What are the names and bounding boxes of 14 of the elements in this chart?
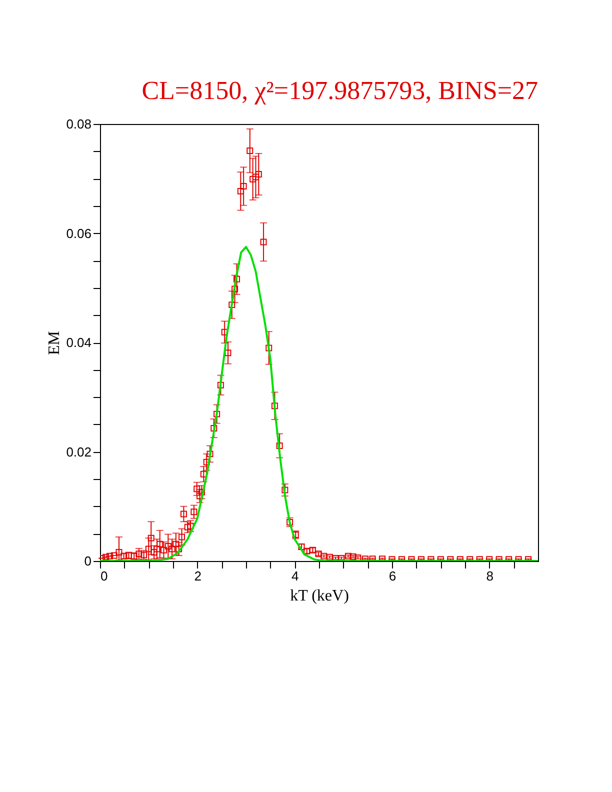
line-series [100, 246, 538, 561]
x-axis-title: kT (keV) [290, 588, 349, 604]
y-axis-title: EM [46, 331, 64, 355]
x-tick-label: 2 [194, 568, 202, 584]
y-tick-label: 0.06 [66, 226, 92, 241]
x-tick-label: 0 [100, 568, 108, 584]
x-tick-label: 8 [486, 568, 494, 584]
y-tick-label: 0.04 [66, 335, 92, 350]
y-tick-label: 0.08 [66, 116, 92, 132]
x-tick-label: 6 [388, 568, 396, 584]
y-tick-label: 0 [84, 554, 92, 568]
y-tick-label: 0.02 [66, 444, 92, 460]
chart-title: CL=8150, χ²=197.9875793, BINS=27 [142, 76, 538, 105]
x-tick-label: 4 [292, 568, 299, 584]
